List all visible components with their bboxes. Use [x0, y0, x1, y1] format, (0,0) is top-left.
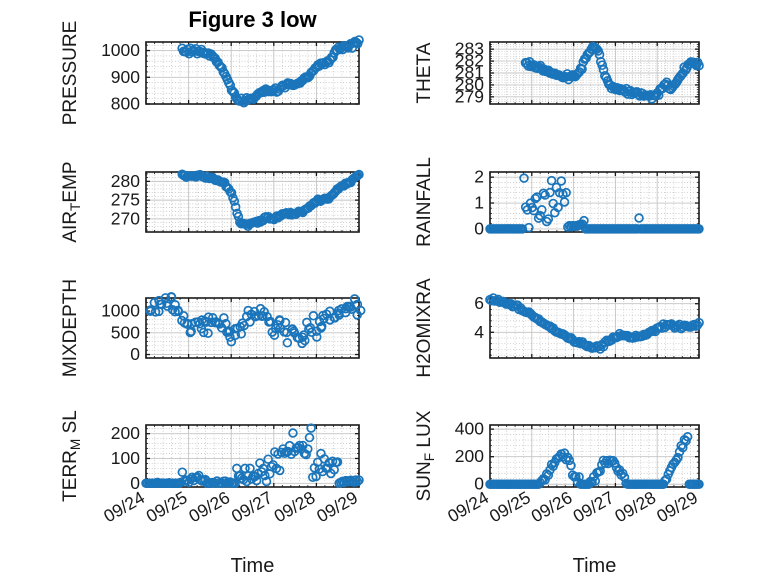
svg-text:200: 200	[455, 446, 484, 466]
svg-text:200: 200	[111, 423, 140, 443]
svg-text:0: 0	[130, 344, 140, 364]
svg-text:1000: 1000	[101, 301, 140, 321]
svg-text:TERRM SL: TERRM SL	[60, 410, 83, 502]
svg-text:0: 0	[474, 218, 484, 238]
svg-text:500: 500	[111, 322, 140, 342]
svg-text:Figure 3 low: Figure 3 low	[188, 7, 317, 32]
svg-text:H2OMIXRA: H2OMIXRA	[414, 278, 435, 378]
svg-text:275: 275	[111, 190, 140, 210]
svg-text:283: 283	[455, 39, 484, 59]
svg-text:MIXDEPTH: MIXDEPTH	[60, 279, 81, 377]
svg-text:900: 900	[111, 67, 140, 87]
svg-text:1: 1	[474, 193, 484, 213]
svg-text:100: 100	[111, 448, 140, 468]
svg-text:AIRTEMP: AIRTEMP	[60, 161, 83, 242]
svg-text:4: 4	[474, 322, 484, 342]
svg-text:THETA: THETA	[414, 42, 435, 103]
svg-text:Time: Time	[231, 555, 275, 577]
svg-text:280: 280	[111, 171, 140, 191]
svg-text:400: 400	[455, 419, 484, 439]
svg-text:1000: 1000	[101, 40, 140, 60]
svg-text:RAINFALL: RAINFALL	[414, 157, 435, 247]
svg-text:270: 270	[111, 208, 140, 228]
svg-text:2: 2	[474, 167, 484, 187]
svg-text:6: 6	[474, 293, 484, 313]
svg-text:Time: Time	[573, 555, 617, 577]
svg-text:PRESSURE: PRESSURE	[60, 21, 81, 126]
svg-text:800: 800	[111, 94, 140, 114]
